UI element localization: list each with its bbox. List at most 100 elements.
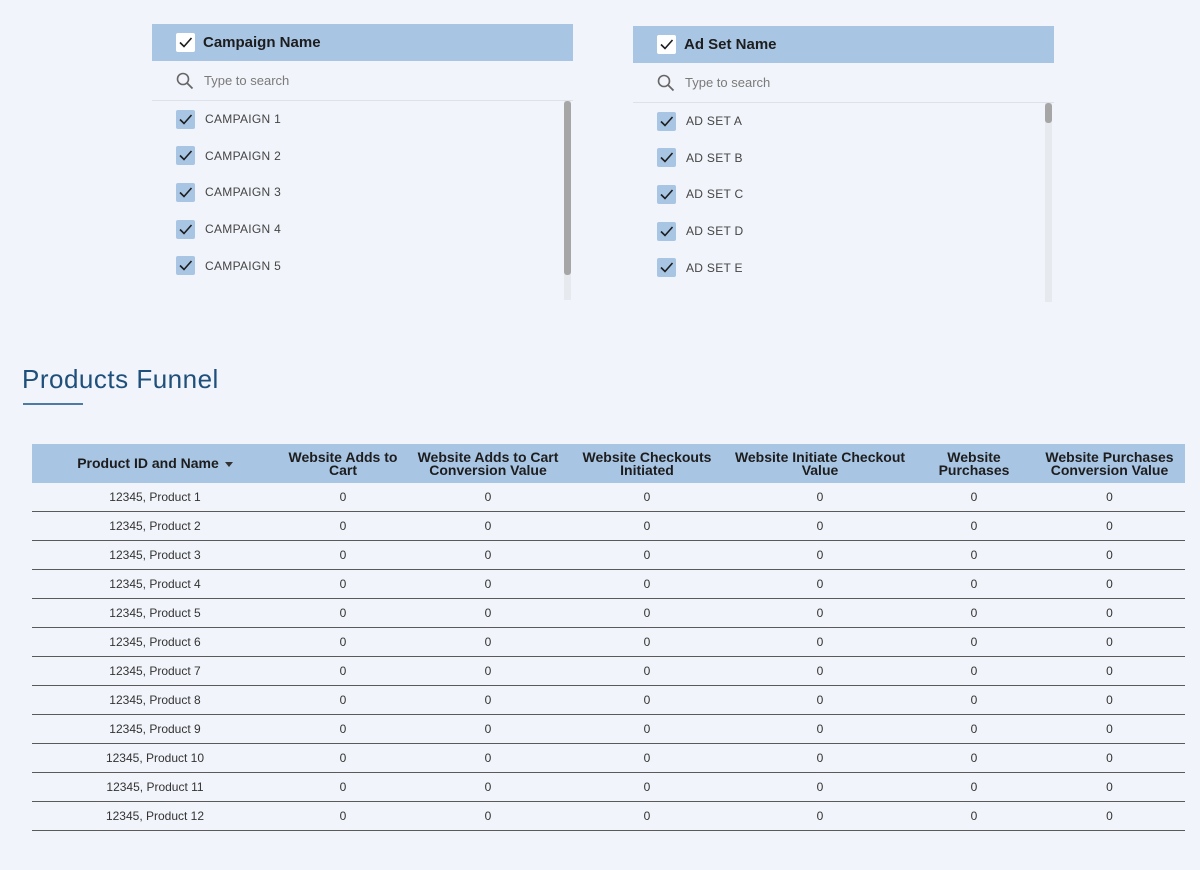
slicer-item[interactable]: CAMPAIGN 5 xyxy=(152,247,573,284)
slicer-item-label: CAMPAIGN 1 xyxy=(205,112,282,127)
check-icon xyxy=(660,189,674,200)
check-mark xyxy=(179,224,193,235)
table-row: 12345, Product 12 0 0 0 0 0 0 xyxy=(32,801,1185,831)
metric-cell: 0 xyxy=(278,772,408,802)
metric-cell: 0 xyxy=(726,511,914,541)
column-header[interactable]: Product ID and Name xyxy=(32,444,278,483)
column-header[interactable]: Website Adds to Cart xyxy=(278,444,408,483)
metric-cell: 0 xyxy=(1034,483,1185,512)
column-header[interactable]: Website Adds to Cart Conversion Value xyxy=(408,444,568,483)
metric-cell: 0 xyxy=(726,801,914,831)
slicer-item[interactable]: AD SET D xyxy=(633,213,1054,250)
column-header[interactable]: Website Purchases xyxy=(914,444,1034,483)
checkbox[interactable] xyxy=(657,111,676,131)
column-header-text: Website Checkouts Initiated xyxy=(582,448,712,478)
scrollbar-track[interactable] xyxy=(564,101,571,300)
slicer-item[interactable]: AD SET C xyxy=(633,176,1054,213)
metric-cell: 0 xyxy=(914,685,1034,715)
metric-cell: 0 xyxy=(1034,511,1185,541)
checkbox[interactable] xyxy=(657,221,676,241)
checkbox[interactable] xyxy=(657,184,676,204)
scrollbar-thumb[interactable] xyxy=(564,101,571,275)
metric-cell: 0 xyxy=(278,569,408,599)
slicer-item-label: CAMPAIGN 4 xyxy=(205,222,282,237)
checkbox[interactable] xyxy=(176,256,195,276)
search-box[interactable]: Type to search xyxy=(152,61,573,101)
metric-cell: 0 xyxy=(278,801,408,831)
metric-cell: 0 xyxy=(914,627,1034,657)
checkbox[interactable] xyxy=(176,182,195,202)
check-icon xyxy=(179,260,193,271)
metric-cell: 0 xyxy=(914,801,1034,831)
metric-cell: 0 xyxy=(408,483,568,512)
check-icon xyxy=(179,114,193,125)
slicer-item-label: AD SET C xyxy=(686,187,744,202)
metric-cell: 0 xyxy=(914,772,1034,802)
metric-cell: 0 xyxy=(408,511,568,541)
slicer-item-label: AD SET D xyxy=(686,224,744,239)
checkbox[interactable] xyxy=(657,148,676,168)
check-icon xyxy=(660,116,674,127)
metric-cell: 0 xyxy=(568,685,726,715)
metric-cell: 0 xyxy=(1034,569,1185,599)
slicer-item[interactable]: CAMPAIGN 3 xyxy=(152,174,573,211)
metric-cell: 0 xyxy=(1034,801,1185,831)
slicer-item[interactable]: CAMPAIGN 4 xyxy=(152,211,573,248)
column-header-text: Website Adds to Cart Conversion Value xyxy=(417,448,559,478)
metric-cell: 0 xyxy=(568,598,726,628)
metric-cell: 0 xyxy=(1034,772,1185,802)
slicer-title: Ad Set Name xyxy=(684,36,777,53)
checkbox[interactable] xyxy=(176,146,195,166)
check-mark xyxy=(660,226,674,237)
column-header[interactable]: Website Initiate Checkout Value xyxy=(726,444,914,483)
slicer-header[interactable]: Campaign Name xyxy=(152,24,573,61)
metric-cell: 0 xyxy=(568,772,726,802)
column-header[interactable]: Website Checkouts Initiated xyxy=(568,444,726,483)
search-icon-lens xyxy=(176,72,190,85)
slicer-item[interactable]: AD SET B xyxy=(633,140,1054,177)
metric-cell: 0 xyxy=(568,714,726,744)
slicer-item[interactable]: CAMPAIGN 2 xyxy=(152,138,573,175)
slicer-item[interactable]: AD SET E xyxy=(633,249,1054,286)
product-cell: 12345, Product 5 xyxy=(32,598,278,628)
metric-cell: 0 xyxy=(914,483,1034,512)
metric-cell: 0 xyxy=(726,656,914,686)
checkbox[interactable] xyxy=(176,219,195,239)
check-mark xyxy=(179,37,193,48)
slicer-item[interactable]: CAMPAIGN 1 xyxy=(152,101,573,138)
scrollbar-track[interactable] xyxy=(1045,103,1052,302)
checkbox[interactable] xyxy=(657,258,676,278)
metric-cell: 0 xyxy=(408,569,568,599)
slicer-header[interactable]: Ad Set Name xyxy=(633,26,1054,63)
checkbox[interactable] xyxy=(176,109,195,129)
checkbox[interactable] xyxy=(176,33,195,52)
metric-cell: 0 xyxy=(568,801,726,831)
slicer-items: AD SET A AD SET B AD SET C AD SET D AD SET E xyxy=(633,103,1054,302)
metric-cell: 0 xyxy=(1034,598,1185,628)
check-icon xyxy=(179,224,193,235)
metric-cell: 0 xyxy=(1034,743,1185,773)
check-icon xyxy=(179,150,193,162)
metric-cell: 0 xyxy=(278,598,408,628)
search-box[interactable]: Type to search xyxy=(633,63,1054,103)
metric-cell: 0 xyxy=(914,656,1034,686)
metric-cell: 0 xyxy=(568,569,726,599)
metric-cell: 0 xyxy=(914,743,1034,773)
section-title: Products Funnel xyxy=(22,364,219,394)
metric-cell: 0 xyxy=(1034,627,1185,657)
slicer-items: CAMPAIGN 1 CAMPAIGN 2 CAMPAIGN 3 CAMPAIGN 4… xyxy=(152,101,573,300)
product-cell: 12345, Product 10 xyxy=(32,743,278,773)
metric-cell: 0 xyxy=(1034,685,1185,715)
metric-cell: 0 xyxy=(914,511,1034,541)
checkbox[interactable] xyxy=(657,35,676,54)
scrollbar-thumb[interactable] xyxy=(1045,103,1052,123)
slicer-item[interactable]: AD SET A xyxy=(633,103,1054,140)
column-header[interactable]: Website Purchases Conversion Value xyxy=(1034,444,1185,483)
